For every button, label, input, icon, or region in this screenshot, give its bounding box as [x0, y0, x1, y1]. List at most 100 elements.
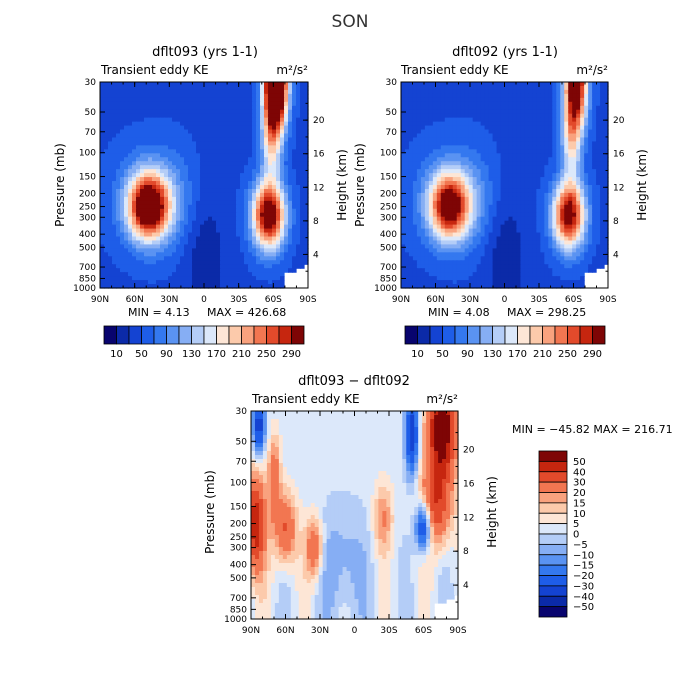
field-cell	[472, 109, 478, 115]
field-cell	[516, 169, 522, 174]
field-cell	[260, 173, 265, 178]
field-cell	[108, 101, 113, 107]
field-cell	[172, 244, 177, 249]
field-cell	[244, 82, 249, 87]
field-cell	[256, 272, 261, 277]
field-cell	[220, 260, 225, 265]
field-cell	[604, 85, 609, 91]
field-cell	[600, 82, 605, 87]
field-cell	[520, 196, 525, 202]
field-cell	[184, 125, 189, 131]
field-cell	[468, 169, 474, 174]
field-cell	[532, 141, 537, 146]
field-cell	[164, 192, 169, 198]
field-cell	[428, 125, 434, 131]
field-cell	[180, 200, 185, 206]
field-cell	[600, 240, 605, 246]
field-cell	[488, 101, 494, 107]
field-cell	[401, 141, 406, 146]
field-cell	[252, 97, 257, 103]
field-cell	[152, 82, 157, 87]
field-cell	[236, 248, 241, 253]
field-cell	[100, 177, 105, 182]
field-cell	[460, 117, 466, 123]
field-cell	[192, 177, 197, 182]
field-cell	[228, 284, 233, 289]
field-cell	[220, 149, 225, 154]
field-cell	[536, 208, 541, 214]
field-cell	[408, 105, 414, 111]
field-cell	[164, 268, 169, 273]
field-cell	[276, 137, 281, 143]
field-cell	[132, 232, 137, 238]
field-cell	[160, 145, 165, 150]
field-cell	[248, 141, 253, 146]
field-cell	[524, 185, 529, 190]
field-cell	[128, 220, 133, 226]
field-cell	[168, 165, 173, 170]
field-cell	[408, 196, 414, 202]
field-cell	[492, 93, 498, 99]
field-cell	[192, 185, 197, 190]
field-cell	[152, 260, 157, 265]
field-cell	[440, 240, 446, 246]
field-cell	[144, 185, 149, 190]
field-cell	[456, 125, 462, 131]
field-cell	[156, 280, 161, 285]
field-cell	[168, 208, 173, 214]
field-cell	[112, 173, 117, 178]
field-cell	[124, 192, 129, 198]
field-cell	[180, 232, 185, 238]
field-cell	[444, 141, 450, 146]
field-cell	[588, 117, 593, 123]
field-cell	[156, 244, 161, 249]
field-cell	[540, 125, 545, 131]
field-cell	[112, 169, 117, 174]
field-cell	[292, 224, 297, 230]
field-cell	[448, 137, 454, 143]
field-cell	[260, 169, 265, 174]
field-cell	[100, 101, 105, 107]
field-cell	[484, 228, 490, 234]
field-cell	[128, 149, 133, 154]
field-cell	[240, 260, 245, 265]
field-cell	[108, 272, 113, 277]
field-cell	[564, 216, 569, 222]
field-cell	[540, 137, 545, 143]
field-cell	[156, 236, 161, 242]
field-cell	[424, 240, 430, 246]
field-cell	[240, 244, 245, 249]
field-cell	[596, 85, 601, 91]
field-cell	[248, 149, 253, 154]
field-cell	[144, 121, 149, 127]
field-cell	[564, 208, 569, 214]
field-cell	[204, 220, 209, 226]
field-cell	[560, 125, 565, 131]
field-cell	[432, 196, 438, 202]
field-cell	[548, 208, 553, 214]
field-cell	[188, 153, 193, 158]
field-cell	[208, 82, 213, 87]
field-cell	[524, 137, 529, 143]
field-cell	[520, 244, 525, 249]
field-cell	[108, 181, 113, 186]
field-cell	[452, 85, 458, 91]
field-cell	[592, 113, 597, 119]
field-cell	[100, 224, 105, 230]
field-cell	[504, 109, 510, 115]
field-cell	[484, 224, 490, 230]
field-cell	[264, 117, 269, 123]
field-cell	[468, 224, 474, 230]
field-cell	[252, 105, 257, 111]
field-cell	[236, 208, 241, 214]
field-cell	[436, 224, 442, 230]
field-cell	[564, 113, 569, 119]
field-cell	[272, 105, 277, 111]
field-cell	[492, 181, 498, 186]
field-cell	[104, 149, 109, 154]
field-cell	[244, 149, 249, 154]
field-cell	[480, 188, 486, 194]
field-cell	[588, 93, 593, 99]
field-cell	[272, 212, 277, 218]
